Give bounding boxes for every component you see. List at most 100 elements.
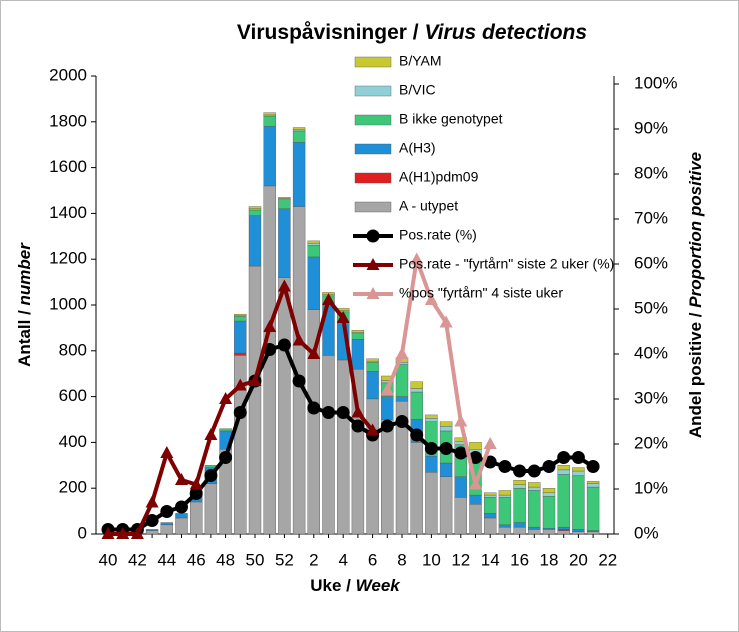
bar-segment <box>425 414 438 419</box>
bar-segment <box>351 339 365 370</box>
line-marker <box>380 419 394 433</box>
bar-segment <box>439 476 453 535</box>
bar-segment <box>175 513 188 519</box>
x-tick-label: 42 <box>128 550 147 569</box>
line-marker <box>351 405 365 418</box>
line-marker <box>263 320 277 332</box>
bar-segment <box>528 482 541 488</box>
bar-segment <box>542 492 556 497</box>
bar-segment <box>425 471 438 535</box>
bar-segment <box>469 442 482 450</box>
bar-segment <box>248 209 262 216</box>
line-marker <box>366 423 380 436</box>
line-marker <box>380 383 394 395</box>
line-marker <box>395 415 409 428</box>
line-marker <box>322 293 335 305</box>
bar-segment <box>366 358 379 362</box>
x-tick-label: 6 <box>368 550 377 569</box>
bar-segment <box>484 517 497 535</box>
line-marker <box>513 464 527 478</box>
legend-marker <box>366 287 380 299</box>
bar-segment <box>528 490 541 528</box>
bar-segment <box>263 115 276 127</box>
bar-segment <box>498 490 512 496</box>
y2-tick-label: 60% <box>634 253 668 272</box>
bar-segment <box>498 524 512 528</box>
bar-segment <box>410 388 423 393</box>
bar-segment <box>454 476 467 498</box>
line-marker <box>160 505 174 518</box>
y-tick-label: 1000 <box>49 294 87 313</box>
bar-segment <box>528 526 541 530</box>
legend-swatch <box>354 85 392 97</box>
line-marker <box>395 347 409 359</box>
bar-segment <box>586 531 600 535</box>
x-tick-label: 10 <box>422 550 441 569</box>
x-tick-label: 12 <box>451 550 470 569</box>
x-tick-label: 52 <box>275 550 294 569</box>
bar-segment <box>513 479 526 485</box>
line-marker <box>483 437 497 449</box>
legend-swatch <box>354 172 392 184</box>
line <box>108 343 595 532</box>
legend-swatch <box>354 201 392 213</box>
bar-segment <box>145 530 159 535</box>
y2-tick-label: 50% <box>634 298 668 317</box>
line-marker <box>498 460 512 473</box>
y-tick-label: 200 <box>59 478 87 497</box>
legend-label: %pos "fyrtårn" 4 siste uker <box>399 285 563 301</box>
bar-segment <box>248 206 262 210</box>
bar-segment <box>586 481 600 484</box>
bar-segment <box>484 494 497 498</box>
title-part: Viruspåvisninger / <box>237 21 419 44</box>
legend-marker <box>366 229 380 243</box>
bar-segment <box>557 469 570 475</box>
bar-segment <box>263 112 276 116</box>
line-marker <box>248 374 262 386</box>
bar-segment <box>484 497 497 514</box>
x-tick-label: 50 <box>246 550 265 569</box>
x-tick-label: 48 <box>216 550 235 569</box>
bar-segment <box>542 488 556 493</box>
x-tick-label: 44 <box>157 550 176 569</box>
line-marker <box>233 406 247 419</box>
bar-segment <box>498 494 512 498</box>
line-marker <box>189 477 203 490</box>
bar-segment <box>366 398 379 535</box>
line <box>385 257 493 487</box>
y2-tick-label: 20% <box>634 433 668 452</box>
bar-segment <box>498 526 512 535</box>
bar-segment <box>307 256 320 310</box>
line-marker <box>527 464 541 478</box>
legend-label: B/YAM <box>399 53 442 69</box>
line-marker <box>292 374 306 388</box>
bar-segment <box>586 486 600 531</box>
bar-segment <box>307 240 320 244</box>
line-marker <box>322 406 335 419</box>
legend-label: Pos.rate - "fyrtårn" siste 2 uker (%) <box>399 256 614 272</box>
line-marker <box>145 495 159 508</box>
bar-segment <box>248 265 262 535</box>
bar-segment <box>410 381 423 389</box>
bar-segment <box>307 242 320 246</box>
line-marker <box>557 451 571 464</box>
x-tick-label: 8 <box>397 550 406 569</box>
line-marker <box>571 451 585 464</box>
line-marker <box>307 347 321 359</box>
bar-segment <box>572 470 585 476</box>
bar-segment <box>351 329 365 333</box>
y-tick-label: 1800 <box>49 111 87 130</box>
legend-label: A(H3) <box>399 140 436 156</box>
bar-segment <box>189 501 203 535</box>
bar-segment <box>439 462 453 477</box>
line-marker <box>277 338 291 352</box>
bar-segment <box>557 530 570 535</box>
line-marker <box>130 527 144 539</box>
y-tick-label: 1400 <box>49 203 87 222</box>
ylabel-part: number <box>15 242 34 306</box>
y2-tick-label: 80% <box>634 163 668 182</box>
bar-segment <box>439 426 453 432</box>
x-tick-label: 4 <box>338 550 347 569</box>
legend-label: A(H1)pdm09 <box>399 169 479 185</box>
